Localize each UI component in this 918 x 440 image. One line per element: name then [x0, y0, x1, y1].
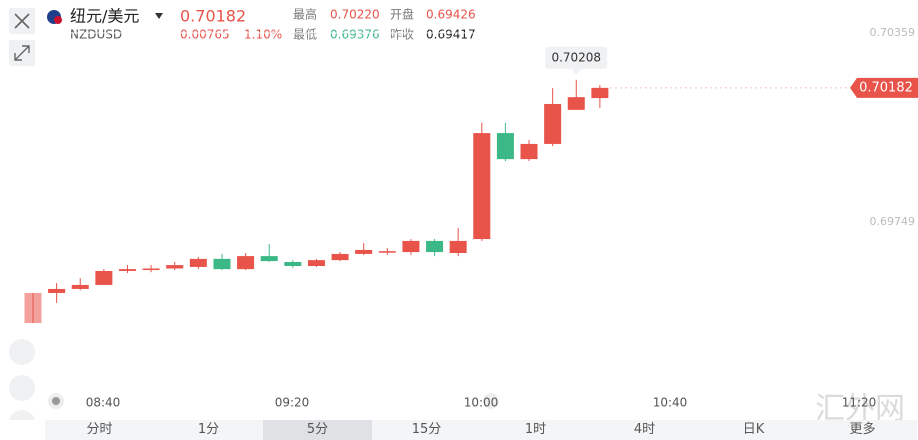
candle-body — [307, 260, 325, 267]
candle-body — [378, 251, 396, 253]
tool-icon — [52, 397, 60, 405]
close-icon — [14, 13, 30, 29]
candle-body — [95, 270, 113, 285]
candle-body — [118, 269, 136, 271]
candle-body — [591, 87, 609, 99]
x-tick-label: 09:20 — [275, 396, 310, 410]
price-tag-bg — [850, 77, 918, 98]
x-tick-label: 10:40 — [653, 396, 688, 410]
x-tick-label: 08:40 — [86, 396, 121, 410]
stat-value: 0.70220 — [330, 8, 380, 22]
expand-icon — [14, 45, 30, 61]
stat-label: 最高 — [293, 7, 317, 22]
candle-body — [237, 256, 255, 270]
timeframe-tab[interactable]: 4时 — [590, 420, 699, 440]
chart: 纽元/美元 NZDUSD 0.70182 0.00765 1.10% 最高 0.… — [9, 7, 918, 421]
flag-icon — [54, 16, 62, 24]
candle-body — [402, 240, 420, 253]
candle-body — [24, 292, 42, 324]
stat-value: 0.69426 — [426, 8, 476, 22]
tool-button[interactable] — [9, 375, 35, 401]
y-tick-label: 0.70359 — [870, 26, 916, 39]
tool-button[interactable] — [9, 410, 35, 420]
timeframe-tab[interactable]: 1时 — [481, 420, 590, 440]
candle-body — [355, 249, 373, 254]
candle-body — [213, 258, 231, 270]
candle-body — [544, 103, 562, 144]
dropdown-icon[interactable] — [155, 13, 163, 19]
x-tick-label: 11:20 — [842, 396, 877, 410]
candle-body — [473, 133, 491, 240]
timeframe-tab[interactable]: 分时 — [45, 420, 154, 440]
candle-body — [48, 288, 66, 293]
tool-button[interactable] — [9, 339, 35, 365]
stat-label: 最低 — [293, 28, 317, 42]
symbol-name: 纽元/美元 — [70, 7, 139, 26]
candle-body — [496, 133, 514, 160]
candle-body — [426, 240, 444, 253]
stat-label: 昨收 — [390, 28, 414, 42]
timeframe-tab[interactable]: 更多 — [808, 420, 917, 440]
stat-value: 0.69417 — [426, 28, 476, 42]
candle-body — [567, 97, 585, 110]
x-tick-label: 10:00 — [464, 396, 499, 410]
stat-value: 0.69376 — [330, 28, 380, 42]
candle-body — [189, 258, 207, 267]
timeframe-tab[interactable]: 1分 — [154, 420, 263, 440]
max-label: 0.70208 — [551, 50, 601, 64]
candle-body — [142, 268, 160, 271]
price: 0.70182 — [180, 7, 246, 26]
y-tick-label: 0.69749 — [870, 215, 916, 228]
symbol-code: NZDUSD — [70, 28, 122, 42]
candle-body — [166, 265, 184, 269]
max-label-bg — [545, 46, 608, 69]
candle-body — [520, 143, 538, 160]
crosshair-dot — [483, 393, 499, 409]
timeframe-tab[interactable]: 15分 — [372, 420, 481, 440]
change-pct: 1.10% — [244, 28, 282, 42]
stat-label: 开盘 — [390, 7, 414, 22]
candle-body — [260, 256, 278, 262]
max-label-pointer — [571, 68, 582, 75]
candle-body — [71, 284, 89, 289]
candle-body — [331, 253, 349, 261]
candle-body — [284, 261, 302, 267]
timeframe-tab[interactable]: 5分 — [263, 420, 372, 440]
price-tag: 0.70182 — [859, 80, 913, 95]
change: 0.00765 — [180, 28, 230, 42]
candle-body — [449, 240, 467, 254]
timeframe-tab[interactable]: 日K — [699, 420, 808, 440]
watermark: 汇外网 — [815, 392, 905, 421]
